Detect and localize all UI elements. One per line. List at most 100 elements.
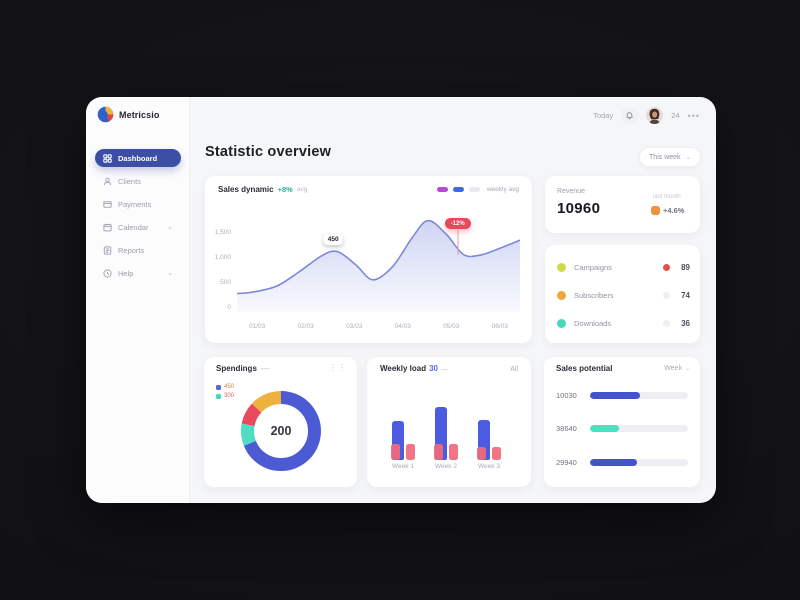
legend-swatch (216, 384, 221, 390)
bar-red-overlay (477, 446, 486, 460)
breakdown-value: 89 (681, 262, 690, 272)
progress-fill (590, 424, 620, 432)
breakdown-value: 74 (681, 290, 690, 300)
progress-row: 38640 (556, 422, 688, 434)
sidebar-item-label: Help (118, 268, 134, 278)
progress-track (590, 391, 688, 399)
legend-chip-blue (452, 187, 464, 192)
category-dot (557, 290, 566, 300)
y-tick: 0 (227, 304, 231, 312)
dashboard-grid-icon (103, 153, 112, 163)
chart-annotation-line (457, 230, 459, 255)
line-chart-plot: 450 -12% (237, 218, 520, 312)
progress-label: 10030 (556, 390, 577, 400)
top-header: Today 24 ••• (294, 97, 716, 137)
revenue-stat-card: Revenue 10960 last month +4.6% (545, 176, 700, 233)
bar-red-overlay (434, 444, 443, 460)
avatar[interactable] (646, 107, 664, 124)
sidebar-item-label: Clients (118, 176, 141, 186)
breakdown-row[interactable]: Campaigns 89 (557, 261, 690, 273)
progress-track (590, 458, 688, 466)
more-menu-icon[interactable]: ••• (687, 110, 700, 121)
logo: Metricsio (97, 106, 159, 123)
legend-chip-purple (436, 187, 448, 192)
potential-filter-button[interactable]: Week ⌄ (664, 365, 690, 372)
header-count: 24 (671, 111, 680, 120)
breakdown-label: Downloads (574, 318, 612, 328)
sales-note: avg (296, 186, 308, 193)
legend-value: 450 (224, 384, 235, 390)
document-icon (103, 245, 112, 255)
sales-legend-label: weekly avg (486, 186, 519, 193)
chart-alert-badge: -12% (444, 218, 471, 229)
sales-card-title: Sales dynamic (218, 185, 274, 194)
breakdown-row[interactable]: Downloads 36 (557, 317, 690, 329)
legend-chip-gray (468, 187, 480, 192)
bar-red (449, 444, 458, 460)
bar-group-label: Week 1 (392, 463, 414, 470)
title-dash: — (260, 364, 269, 373)
x-tick: 01/03 (249, 323, 266, 330)
notifications-button[interactable] (621, 107, 639, 124)
sales-legend: weekly avg (436, 186, 519, 193)
revenue-trend-icon (651, 206, 660, 215)
sidebar-item-label: Dashboard (118, 153, 158, 163)
period-select-button[interactable]: This week ⌄ (639, 147, 701, 167)
sidebar-item-label: Reports (118, 245, 145, 255)
status-dot (663, 319, 670, 327)
breakdown-value: 36 (681, 318, 690, 328)
progress-label: 29940 (556, 457, 577, 467)
potential-card-title: Sales potential (556, 364, 613, 373)
weekly-bars-card: Weekly load 30 — All Week 1 Week 2 Week … (367, 357, 531, 487)
chevron-down-icon: ⌄ (685, 154, 691, 161)
x-tick: 02/03 (297, 323, 314, 330)
brand-name: Metricsio (119, 109, 160, 120)
sidebar-item-clients[interactable]: Clients (95, 172, 181, 190)
sidebar-item-label: Calendar (118, 222, 149, 232)
progress-row: 29940 (556, 456, 688, 468)
bars-action-link[interactable]: All (510, 366, 518, 373)
sidebar-item-calendar[interactable]: Calendar ⌄ (95, 218, 181, 236)
progress-fill (590, 391, 640, 399)
x-tick: 03/03 (346, 323, 363, 330)
bars-accent: 30 (429, 364, 438, 373)
title-dash: — (441, 366, 448, 373)
breakdown-label: Subscribers (574, 290, 614, 300)
status-dot (663, 263, 670, 271)
sidebar-item-help[interactable]: Help ⌄ (95, 264, 181, 282)
sidebar-item-dashboard[interactable]: Dashboard (95, 149, 181, 167)
page-title: Statistic overview (205, 144, 332, 160)
bar-chart-plot (380, 385, 518, 460)
chart-tooltip: 450 (323, 233, 343, 245)
breakdown-row[interactable]: Subscribers 74 (557, 289, 690, 301)
progress-row: 10030 (556, 389, 688, 401)
sales-delta: +8% (277, 185, 293, 194)
y-tick: 500 (220, 279, 231, 287)
chevron-down-icon: ⌄ (167, 224, 173, 231)
y-axis-labels: 1,500 1,000 500 0 (213, 229, 231, 312)
sidebar-item-label: Payments (118, 199, 152, 209)
category-dot (557, 318, 566, 328)
bar-group-label: Week 2 (435, 463, 457, 470)
x-tick: 05/03 (443, 323, 460, 330)
kebab-icon[interactable]: ⋮⋮ (329, 363, 347, 372)
progress-track (590, 424, 688, 432)
header-hint-label: Today (593, 111, 614, 120)
chevron-down-icon: ⌄ (167, 270, 173, 277)
legend-swatch (216, 393, 221, 399)
app-window: Metricsio Dashboard Clients Paym (86, 97, 716, 503)
revenue-delta: +4.6% (663, 206, 685, 215)
bars-card-title: Weekly load (380, 364, 427, 373)
x-axis-labels: 01/03 02/03 03/03 04/03 05/03 06/03 (249, 323, 508, 330)
filter-label: Week (664, 365, 682, 372)
progress-label: 38640 (556, 423, 577, 433)
bar-red-overlay (391, 444, 400, 460)
help-circle-icon (103, 268, 112, 278)
potential-card: Sales potential Week ⌄ 10030 38640 29940 (544, 357, 700, 487)
legend-value: 300 (224, 393, 235, 399)
sidebar-item-reports[interactable]: Reports (95, 241, 181, 259)
sidebar-item-payments[interactable]: Payments (95, 195, 181, 213)
logo-icon (97, 106, 114, 123)
spendings-donut-card: Spendings — ⋮⋮ 450 300 200 (204, 357, 357, 487)
chevron-down-icon: ⌄ (684, 366, 690, 372)
